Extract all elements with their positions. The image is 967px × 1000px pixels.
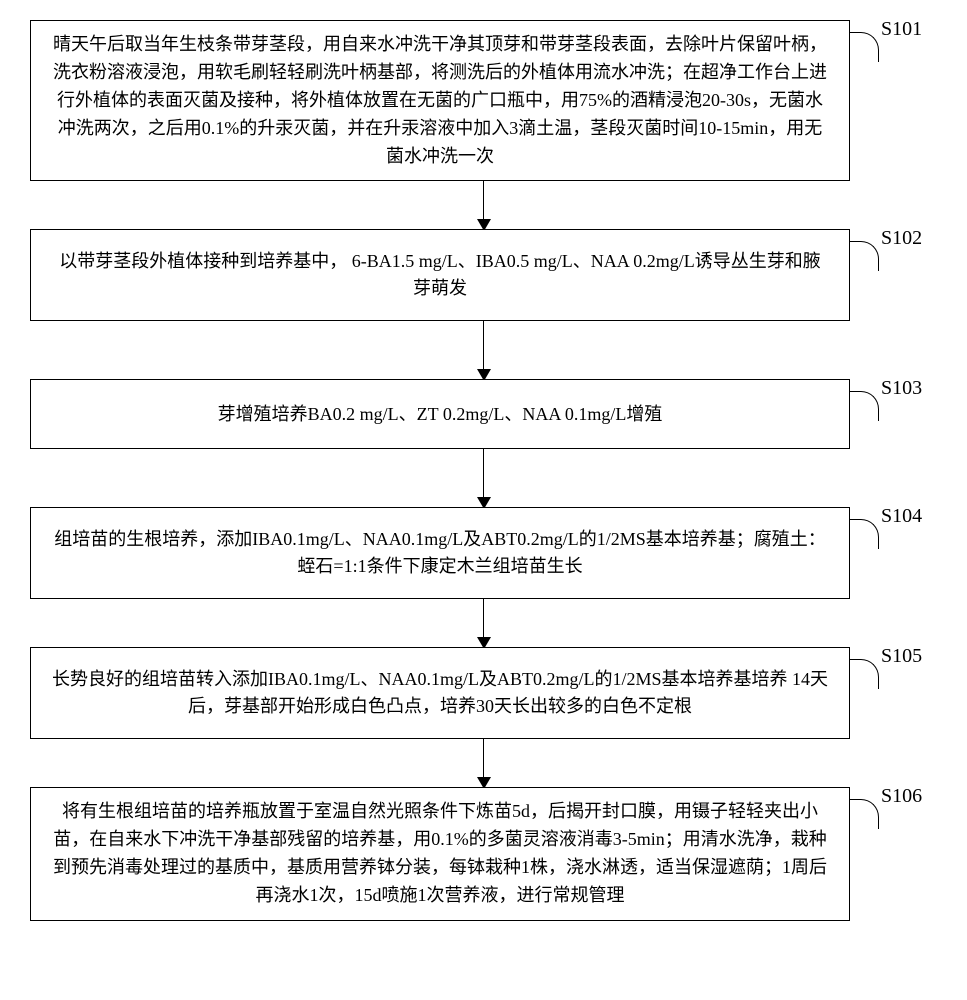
step-label-s106: S106 — [881, 785, 922, 808]
label-col: S103 — [850, 379, 930, 421]
arrow-wrap — [74, 181, 894, 229]
step-text: 长势良好的组培苗转入添加IBA0.1mg/L、NAA0.1mg/L及ABT0.2… — [51, 666, 829, 722]
step-label-s105: S105 — [881, 645, 922, 668]
arrow-down-icon — [483, 449, 485, 507]
flowchart: 晴天午后取当年生枝条带芽茎段，用自来水冲洗干净其顶芽和带芽茎段表面，去除叶片保留… — [30, 20, 937, 921]
step-row-s105: 长势良好的组培苗转入添加IBA0.1mg/L、NAA0.1mg/L及ABT0.2… — [30, 647, 937, 739]
step-label-s103: S103 — [881, 377, 922, 400]
step-text: 组培苗的生根培养，添加IBA0.1mg/L、NAA0.1mg/L及ABT0.2m… — [51, 526, 829, 582]
connector-curve-icon — [849, 241, 879, 271]
step-label-s104: S104 — [881, 505, 922, 528]
arrow-down-icon — [483, 599, 485, 647]
arrow-down-icon — [483, 739, 485, 787]
arrow-wrap — [74, 739, 894, 787]
connector-curve-icon — [849, 32, 879, 62]
step-box-s103: 芽增殖培养BA0.2 mg/L、ZT 0.2mg/L、NAA 0.1mg/L增殖 — [30, 379, 850, 449]
step-row-s106: 将有生根组培苗的培养瓶放置于室温自然光照条件下炼苗5d，后揭开封口膜，用镊子轻轻… — [30, 787, 937, 921]
step-text: 将有生根组培苗的培养瓶放置于室温自然光照条件下炼苗5d，后揭开封口膜，用镊子轻轻… — [51, 798, 829, 910]
step-label-s101: S101 — [881, 18, 922, 41]
label-col: S106 — [850, 787, 930, 829]
step-box-s101: 晴天午后取当年生枝条带芽茎段，用自来水冲洗干净其顶芽和带芽茎段表面，去除叶片保留… — [30, 20, 850, 181]
step-box-s106: 将有生根组培苗的培养瓶放置于室温自然光照条件下炼苗5d，后揭开封口膜，用镊子轻轻… — [30, 787, 850, 921]
label-col: S105 — [850, 647, 930, 689]
connector-curve-icon — [849, 799, 879, 829]
step-text: 晴天午后取当年生枝条带芽茎段，用自来水冲洗干净其顶芽和带芽茎段表面，去除叶片保留… — [51, 31, 829, 170]
label-col: S104 — [850, 507, 930, 549]
step-row-s101: 晴天午后取当年生枝条带芽茎段，用自来水冲洗干净其顶芽和带芽茎段表面，去除叶片保留… — [30, 20, 937, 181]
step-row-s104: 组培苗的生根培养，添加IBA0.1mg/L、NAA0.1mg/L及ABT0.2m… — [30, 507, 937, 599]
arrow-down-icon — [483, 181, 485, 229]
connector-curve-icon — [849, 659, 879, 689]
step-text: 芽增殖培养BA0.2 mg/L、ZT 0.2mg/L、NAA 0.1mg/L增殖 — [218, 401, 663, 429]
arrow-wrap — [74, 449, 894, 507]
arrow-wrap — [74, 599, 894, 647]
connector-curve-icon — [849, 391, 879, 421]
step-box-s102: 以带芽茎段外植体接种到培养基中， 6-BA1.5 mg/L、IBA0.5 mg/… — [30, 229, 850, 321]
step-row-s102: 以带芽茎段外植体接种到培养基中， 6-BA1.5 mg/L、IBA0.5 mg/… — [30, 229, 937, 321]
arrow-wrap — [74, 321, 894, 379]
label-col: S102 — [850, 229, 930, 271]
step-label-s102: S102 — [881, 227, 922, 250]
connector-curve-icon — [849, 519, 879, 549]
label-col: S101 — [850, 20, 930, 62]
step-box-s105: 长势良好的组培苗转入添加IBA0.1mg/L、NAA0.1mg/L及ABT0.2… — [30, 647, 850, 739]
arrow-down-icon — [483, 321, 485, 379]
step-row-s103: 芽增殖培养BA0.2 mg/L、ZT 0.2mg/L、NAA 0.1mg/L增殖… — [30, 379, 937, 449]
step-box-s104: 组培苗的生根培养，添加IBA0.1mg/L、NAA0.1mg/L及ABT0.2m… — [30, 507, 850, 599]
step-text: 以带芽茎段外植体接种到培养基中， 6-BA1.5 mg/L、IBA0.5 mg/… — [51, 248, 829, 304]
